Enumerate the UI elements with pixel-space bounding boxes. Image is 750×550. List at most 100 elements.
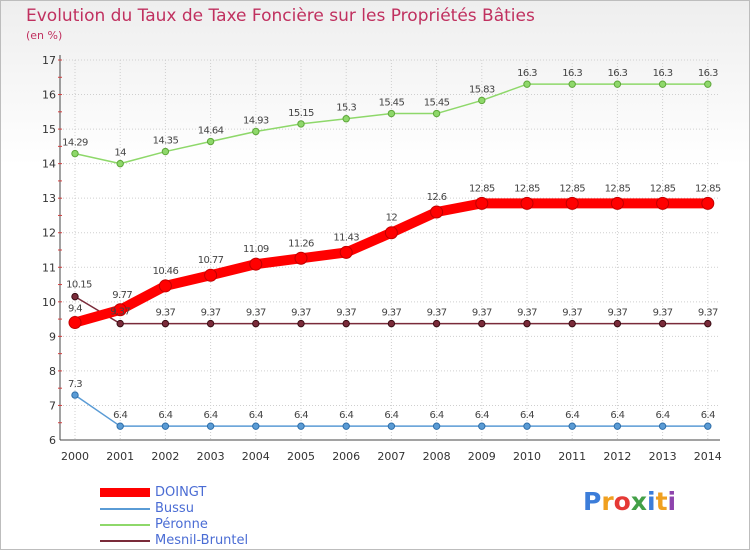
data-label-bussu: 7.3 [68,379,82,390]
x-tick-label: 2011 [558,450,586,463]
legend-swatch-bussu [100,508,150,510]
data-label-bussu: 6.4 [520,410,534,421]
data-label-mesnil: 9.37 [427,308,447,319]
data-point-peronne [478,96,486,105]
data-label-peronne: 14.35 [153,136,179,147]
legend-label-bussu: Bussu [155,501,194,516]
x-tick-label: 2002 [151,450,179,463]
data-point-bussu [342,422,350,430]
data-point-doingt [701,196,715,210]
data-point-mesnil [568,319,576,328]
data-label-peronne: 16.3 [517,68,537,79]
legend-label-mesnil: Mesnil-Bruntel [155,533,249,548]
data-point-mesnil [342,319,350,328]
data-labels: 14.29 14 14.35 14.64 14.93 15.15 15.3 15.45 15.4… [62,68,721,421]
data-point-peronne [71,149,79,158]
data-point-mesnil [658,319,667,328]
data-label-doingt: 12.6 [427,192,447,203]
data-label-bussu: 6.4 [565,410,579,421]
data-point-doingt [475,196,489,210]
data-label-peronne: 15.3 [336,103,356,114]
data-point-peronne [613,80,622,88]
data-label-doingt: 12.85 [605,183,631,194]
data-label-peronne: 16.3 [562,68,582,79]
data-point-peronne [206,137,215,146]
data-label-doingt: 10.77 [198,255,224,266]
data-point-mesnil [252,319,260,328]
data-label-doingt: 11.09 [243,244,269,255]
logo-letter: o [613,487,631,516]
data-point-bussu [252,422,260,430]
data-point-mesnil [523,319,531,328]
data-point-bussu [704,422,712,430]
data-label-mesnil: 9.37 [562,308,582,319]
grid-lines [60,59,720,441]
data-label-peronne: 16.3 [653,68,673,79]
data-point-mesnil [432,319,441,328]
data-label-peronne: 16.3 [607,68,627,79]
data-label-peronne: 14.29 [62,138,88,149]
data-point-doingt [610,196,624,210]
data-point-doingt [384,226,398,240]
data-label-mesnil: 9.37 [201,308,221,319]
data-label-mesnil: 9.37 [336,308,356,319]
data-label-peronne: 14 [114,148,126,159]
data-label-doingt: 12.85 [514,183,540,194]
data-label-mesnil: 9.37 [607,308,627,319]
x-tick-label: 2005 [287,450,315,463]
proxiti-logo: Proxiti [583,487,676,516]
data-point-bussu [523,422,531,430]
data-point-peronne [297,120,305,128]
data-point-bussu [116,422,124,430]
data-point-bussu [432,422,441,430]
data-label-bussu: 6.4 [701,410,715,421]
y-tick-label: 14 [42,158,56,171]
x-tick-label: 2007 [377,450,405,463]
data-point-peronne [387,109,396,118]
data-point-mesnil [116,319,124,328]
data-label-mesnil: 9.37 [698,308,718,319]
data-label-mesnil: 10.15 [66,280,92,291]
data-point-doingt [294,251,308,265]
logo-letter: i [667,487,677,516]
chart-title: Evolution du Taux de Taxe Foncière sur l… [26,6,535,26]
data-label-bussu: 6.4 [656,410,670,421]
logo-letter: i [647,487,656,516]
x-tick-label: 2010 [513,450,541,463]
series-lines [68,80,715,430]
data-point-doingt [656,196,670,210]
data-label-bussu: 6.4 [475,410,489,421]
x-tick-label: 2008 [423,450,451,463]
data-point-peronne [568,80,576,88]
x-tick-label: 2006 [332,450,360,463]
data-label-mesnil: 9.37 [291,308,311,319]
data-label-mesnil: 9.37 [653,308,673,319]
data-point-doingt [339,245,353,259]
data-point-mesnil [478,319,486,328]
legend-swatch-mesnil [100,540,150,542]
data-point-doingt [249,257,263,271]
data-point-peronne [523,80,531,88]
y-tick-label: 7 [49,399,56,412]
data-point-mesnil [71,292,79,301]
data-label-doingt: 11.43 [333,232,359,243]
y-tick-label: 10 [42,296,56,309]
data-point-doingt [68,316,82,330]
y-tick-label: 12 [42,227,56,240]
x-tick-label: 2014 [694,450,722,463]
data-label-mesnil: 9.37 [155,308,175,319]
data-label-doingt: 9.4 [68,304,82,315]
data-point-bussu [478,422,486,430]
data-label-peronne: 15.45 [424,98,450,109]
data-point-doingt [158,279,172,293]
data-label-doingt: 9.77 [112,290,132,301]
data-label-doingt: 12.85 [559,183,585,194]
x-tick-label: 2013 [649,450,677,463]
axes: 6 7 8 9 10 11 12 13 14 15 16 17 2000 2001 2002 2003 2004… [42,54,722,463]
x-tick-label: 2001 [106,450,134,463]
data-point-bussu [613,422,622,430]
data-label-mesnil: 9.37 [517,308,537,319]
logo-letter: x [630,487,647,516]
data-label-peronne: 16.3 [698,68,718,79]
data-point-bussu [206,422,215,430]
